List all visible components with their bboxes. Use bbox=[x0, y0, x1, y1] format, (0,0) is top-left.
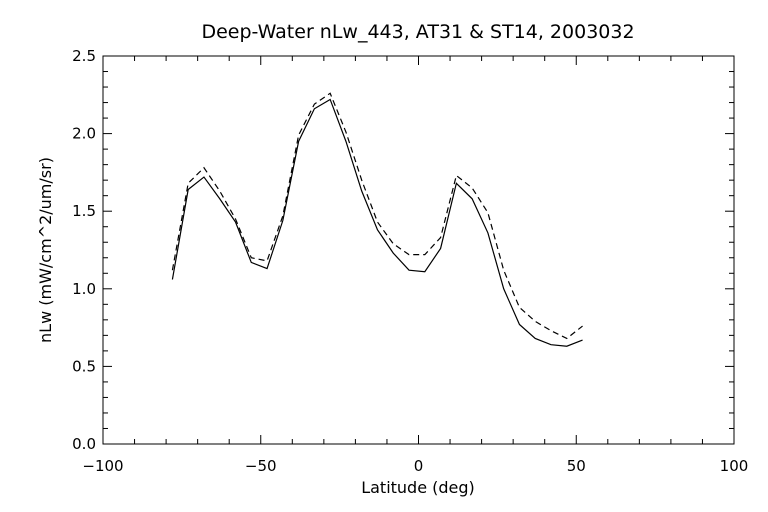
x-axis: −100 −50 0 50 100 bbox=[82, 56, 748, 475]
dashed-series-line bbox=[171, 92, 583, 340]
x-tick-label: −100 bbox=[82, 457, 123, 475]
y-axis-label: nLw (mW/cm^2/um/sr) bbox=[36, 157, 55, 343]
x-tick-label: 50 bbox=[567, 457, 586, 475]
y-tick-label: 0.0 bbox=[72, 435, 96, 453]
solid-series-line bbox=[171, 98, 583, 347]
y-tick-label: 1.5 bbox=[72, 202, 96, 220]
plot-frame bbox=[102, 55, 735, 445]
series-layer bbox=[171, 92, 583, 347]
y-tick-label: 0.5 bbox=[72, 357, 96, 375]
y-tick-label: 2.0 bbox=[72, 125, 96, 143]
x-tick-label: −50 bbox=[245, 457, 277, 475]
y-axis: 0.0 0.5 1.0 1.5 2.0 2.5 bbox=[72, 47, 734, 453]
x-tick-label: 0 bbox=[414, 457, 424, 475]
chart-title: Deep-Water nLw_443, AT31 & ST14, 2003032 bbox=[201, 21, 634, 43]
x-axis-label: Latitude (deg) bbox=[361, 478, 475, 497]
y-tick-label: 1.0 bbox=[72, 280, 96, 298]
x-tick-label: 100 bbox=[720, 457, 749, 475]
y-tick-label: 2.5 bbox=[72, 47, 96, 65]
